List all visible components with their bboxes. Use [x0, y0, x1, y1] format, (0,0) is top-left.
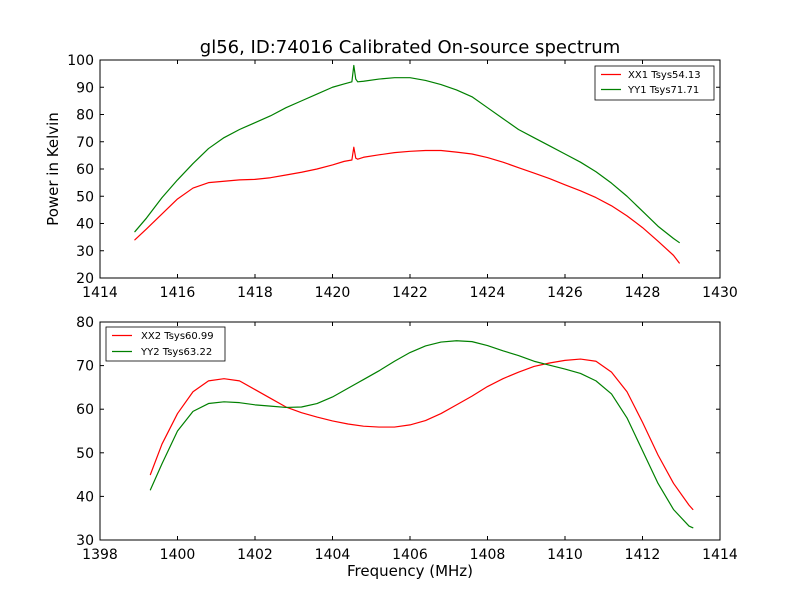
lower-y-tick-label: 30	[76, 533, 94, 549]
upper-series-group	[134, 64, 680, 264]
upper-legend-box	[594, 65, 715, 101]
lower-y-tick-label: 40	[76, 489, 94, 505]
upper-x-tick-label: 1424	[470, 285, 506, 301]
upper-x-tick-label: 1430	[702, 285, 738, 301]
upper-legend: XX1 Tsys54.13 YY1 Tsys71.71	[594, 65, 715, 101]
lower-x-tick-label: 1408	[470, 547, 506, 563]
lower-y-tick-label: 50	[76, 446, 94, 462]
upper-x-tick-label: 1414	[82, 285, 118, 301]
upper-plot-panel: 1414 1416 1418 1420 1422 1424 1426 1428 1430 20 30…	[44, 53, 738, 301]
lower-x-tick-label: 1404	[315, 547, 351, 563]
upper-ticks-group: 1414 1416 1418 1420 1422 1424 1426 1428 1430 20 30…	[67, 53, 738, 301]
upper-x-tick-label: 1418	[237, 285, 273, 301]
lower-plot-panel: 1398 1400 1402 1404 1406 1408 1410 1412 1414 30 40…	[76, 315, 738, 580]
upper-y-tick-label: 30	[76, 244, 94, 260]
upper-x-tick-label: 1422	[392, 285, 428, 301]
lower-x-tick-label: 1400	[160, 547, 196, 563]
series-line-xx2	[149, 358, 694, 511]
upper-y-axis-label: Power in Kelvin	[44, 112, 62, 226]
series-line-yy1	[134, 64, 680, 244]
lower-series-group	[149, 340, 694, 529]
lower-legend-box	[105, 326, 226, 362]
upper-y-tick-label: 20	[76, 271, 94, 287]
legend-label-xx1: XX1 Tsys54.13	[628, 70, 701, 81]
upper-x-tick-label: 1428	[625, 285, 661, 301]
upper-y-tick-label: 70	[76, 135, 94, 151]
upper-y-tick-label: 60	[76, 162, 94, 178]
lower-x-tick-label: 1414	[702, 547, 738, 563]
lower-x-tick-label: 1412	[625, 547, 661, 563]
upper-y-tick-label: 90	[76, 80, 94, 96]
upper-y-tick-label: 50	[76, 189, 94, 205]
upper-x-tick-label: 1420	[315, 285, 351, 301]
upper-x-tick-label: 1416	[160, 285, 196, 301]
series-line-xx1	[134, 146, 680, 264]
lower-x-tick-label: 1410	[547, 547, 583, 563]
legend-label-yy2: YY2 Tsys63.22	[140, 347, 212, 358]
upper-y-tick-label: 40	[76, 217, 94, 233]
lower-legend: XX2 Tsys60.99 YY2 Tsys63.22	[105, 326, 226, 362]
lower-y-tick-label: 80	[76, 315, 94, 331]
lower-x-tick-label: 1402	[237, 547, 273, 563]
lower-ticks-group: 1398 1400 1402 1404 1406 1408 1410 1412 1414 30 40…	[76, 315, 738, 563]
legend-label-yy1: YY1 Tsys71.71	[627, 85, 699, 96]
lower-x-tick-label: 1398	[82, 547, 118, 563]
upper-y-tick-label: 80	[76, 108, 94, 124]
chart-title: gl56, ID:74016 Calibrated On-source spec…	[200, 37, 620, 58]
upper-y-tick-label: 100	[67, 53, 94, 69]
upper-x-tick-label: 1426	[547, 285, 583, 301]
lower-y-tick-label: 60	[76, 402, 94, 418]
series-line-yy2	[149, 340, 694, 529]
lower-y-tick-label: 70	[76, 359, 94, 375]
lower-x-tick-label: 1406	[392, 547, 428, 563]
lower-x-axis-label: Frequency (MHz)	[347, 562, 473, 580]
legend-label-xx2: XX2 Tsys60.99	[141, 331, 214, 342]
